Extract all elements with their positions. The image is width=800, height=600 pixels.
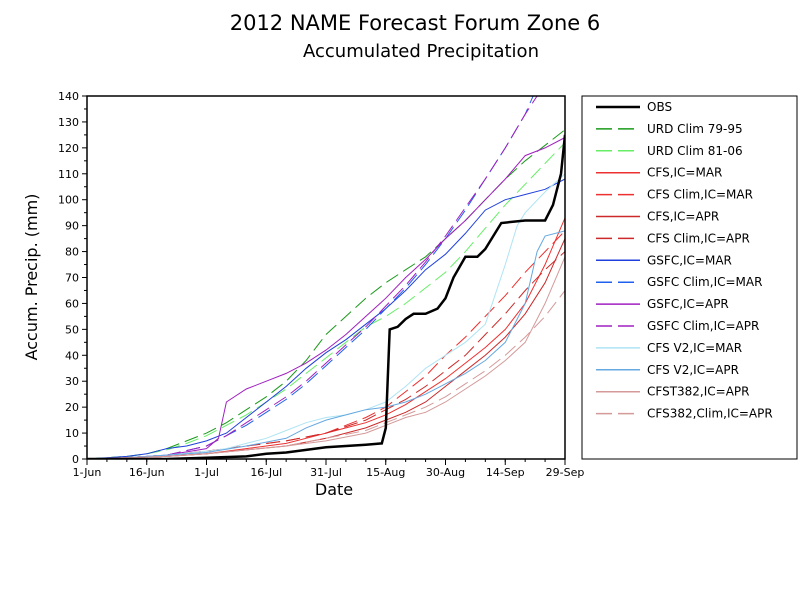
series-line-0 [87,134,565,459]
series-line-8 [87,96,534,459]
y-tick-label-3: 30 [65,375,79,388]
legend-label-1: URD Clim 79-95 [647,122,743,136]
y-tick-label-11: 110 [58,168,79,181]
y-tick-label-14: 140 [58,90,79,103]
x-tick-label-3: 16-Jul [250,466,282,479]
series-line-4 [87,230,565,459]
series-line-2 [87,142,565,459]
series-line-3 [87,217,565,459]
legend-label-5: CFS,IC=APR [647,210,719,224]
y-tick-label-7: 70 [65,272,79,285]
x-axis: 1-Jun 16-Jun 1-Jul 16-Jul 31-Jul 15-Aug 30-Aug… [73,459,585,479]
legend-label-12: CFS V2,IC=APR [647,363,739,377]
x-axis-label: Date [315,480,353,499]
legend-label-13: CFST382,IC=APR [647,385,750,399]
y-tick-label-5: 50 [65,323,79,336]
legend-label-10: GSFC Clim,IC=APR [647,319,759,333]
y-tick-label-10: 100 [58,194,79,207]
y-axis-label: Accum. Precip. (mm) [22,194,41,361]
plot-frame [86,95,566,460]
legend-label-6: CFS Clim,IC=APR [647,231,750,245]
series-line-12 [87,230,565,459]
y-tick-label-1: 10 [65,427,79,440]
legend-label-11: CFS V2,IC=MAR [647,341,742,355]
legend-label-3: CFS,IC=MAR [647,166,722,180]
legend-label-14: CFS382,Clim,IC=APR [647,407,773,421]
legend: OBS URD Clim 79-95 URD Clim 81-06 CFS,IC=MA… [596,100,773,421]
legend-label-7: GSFC,IC=MAR [647,253,732,267]
y-tick-label-6: 60 [65,297,79,310]
y-tick-label-9: 90 [65,220,79,233]
legend-label-4: CFS Clim,IC=MAR [647,188,753,202]
y-tick-label-13: 130 [58,116,79,129]
series-line-5 [87,238,565,459]
x-tick-label-5: 15-Aug [366,466,405,479]
y-tick-label-8: 80 [65,246,79,259]
x-tick-label-0: 1-Jun [73,466,102,479]
series-line-11 [87,173,565,459]
series-line-14 [87,290,565,459]
y-tick-label-4: 40 [65,349,79,362]
chart-title: 2012 NAME Forecast Forum Zone 6 [230,11,601,35]
series-line-9 [87,137,565,459]
series-line-6 [87,251,565,459]
plot-lines [87,96,565,459]
y-tick-label-0: 0 [72,453,79,466]
x-tick-label-1: 16-Jun [129,466,165,479]
legend-label-8: GSFC Clim,IC=MAR [647,275,762,289]
legend-box [581,95,798,460]
x-tick-label-2: 1-Jul [194,466,219,479]
x-tick-label-4: 31-Jul [310,466,342,479]
legend-label-9: GSFC,IC=APR [647,297,729,311]
series-line-1 [87,129,565,459]
legend-label-2: URD Clim 81-06 [647,144,743,158]
x-tick-label-7: 14-Sep [486,466,525,479]
legend-label-0: OBS [647,100,672,114]
series-line-10 [87,96,538,459]
y-tick-label-2: 20 [65,401,79,414]
y-tick-label-12: 120 [58,142,79,155]
series-line-7 [87,178,565,459]
chart-subtitle: Accumulated Precipitation [303,41,539,62]
x-tick-label-6: 30-Aug [426,466,465,479]
y-axis: 0 10 20 30 40 50 60 70 80 90 100 110 120 130 140 [58,90,87,466]
x-tick-label-8: 29-Sep [546,466,585,479]
